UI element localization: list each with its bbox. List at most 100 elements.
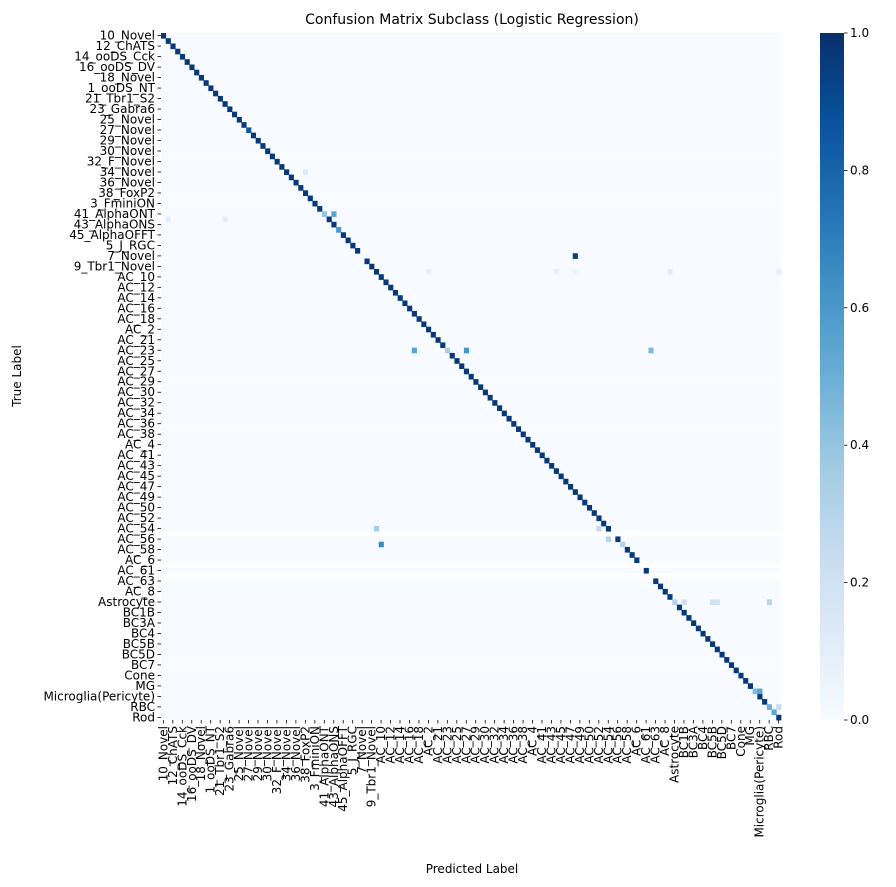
heatmap-row-background: [161, 305, 781, 312]
x-tick-label: AC_43: [544, 726, 558, 764]
heatmap-cell: [217, 95, 223, 102]
y-tick-label: AC_30: [117, 385, 155, 399]
heatmap-row-background: [161, 316, 781, 322]
heatmap-cell: [402, 300, 408, 307]
heatmap-cell: [563, 478, 569, 485]
heatmap-cell: [634, 557, 640, 564]
heatmap-cell: [407, 305, 413, 312]
x-tick-labels: 10_Novel12_ChATS14_ooDS_Cck16_ooDS_DV18_…: [156, 720, 786, 838]
heatmap-row-background: [161, 415, 781, 422]
y-tick-label: BC1B: [123, 605, 155, 619]
heatmap-row-background: [161, 59, 781, 65]
heatmap-row-background: [161, 310, 781, 317]
y-tick-label: Astrocyte: [98, 595, 155, 609]
heatmap-row-background: [161, 237, 781, 244]
heatmap-row-background: [161, 342, 781, 348]
y-tick-label: AC_38: [117, 427, 155, 441]
heatmap-row-background: [161, 604, 781, 611]
heatmap-cell: [165, 216, 171, 223]
x-tick-label: 16_ooDS_DV: [185, 725, 199, 802]
heatmap-cell: [605, 525, 612, 532]
heatmap-row-background: [161, 693, 781, 700]
heatmap-row-background: [161, 714, 781, 721]
heatmap-row-background: [161, 53, 781, 60]
heatmap-row-background: [161, 468, 781, 474]
x-tick-label: BC5D: [715, 726, 729, 759]
heatmap-cell: [738, 672, 744, 679]
y-tick-label: BC3A: [123, 616, 156, 630]
heatmap-row-background: [161, 578, 781, 584]
heatmap-row-background: [161, 164, 781, 170]
heatmap-row-background: [161, 541, 781, 548]
heatmap-cell: [667, 268, 673, 275]
heatmap-cell: [757, 693, 763, 700]
heatmap-cell: [766, 599, 772, 606]
heatmap-cell: [624, 546, 630, 553]
y-tick-label: AC_45: [117, 469, 155, 483]
heatmap-row-background: [161, 106, 781, 112]
heatmap-row-background: [161, 185, 781, 191]
heatmap-row-background: [161, 615, 781, 621]
x-tick-label: 1_ooDS_NT: [204, 725, 218, 793]
heatmap-cell: [430, 331, 436, 338]
colorbar-tick-label: 0.2: [850, 576, 869, 590]
heatmap-row-background: [161, 473, 781, 480]
heatmap-cell: [231, 111, 238, 118]
x-tick-label: 10_Novel: [156, 726, 170, 781]
heatmap-cell: [691, 620, 697, 626]
x-tick-label: AC_23: [440, 726, 454, 764]
y-tick-label: 38_FoxP2: [98, 186, 155, 200]
heatmap-cell: [728, 662, 735, 668]
heatmap-cell: [662, 588, 668, 595]
heatmap-cell: [421, 321, 427, 328]
heatmap-row-background: [161, 143, 781, 149]
heatmap-row-background: [161, 442, 781, 448]
heatmap-cell: [577, 494, 583, 501]
heatmap-cell: [776, 714, 782, 721]
x-tick-label: 21_Tbr1_S2: [213, 726, 227, 796]
heatmap-cell: [340, 232, 346, 238]
heatmap-cell: [596, 515, 602, 522]
heatmap-cell: [733, 667, 739, 674]
y-tick-label: 1_ooDS_NT: [88, 81, 156, 95]
heatmap-cell: [463, 347, 470, 354]
heatmap-row-background: [161, 38, 781, 44]
heatmap-row-background: [161, 33, 781, 39]
heatmap-row-background: [161, 284, 781, 291]
x-tick-label: 34_Novel: [279, 726, 293, 781]
heatmap-cell: [648, 347, 654, 354]
heatmap-cell: [350, 242, 356, 249]
heatmap-cell: [615, 536, 621, 543]
heatmap-row-background: [161, 368, 781, 375]
colorbar-tick-label: 0.6: [850, 301, 869, 315]
heatmap-cell: [378, 274, 384, 280]
heatmap-cell: [586, 504, 593, 511]
x-axis-label: Predicted Label: [426, 862, 519, 876]
heatmap-row-background: [161, 646, 781, 653]
y-tick-label: BC7: [131, 658, 155, 672]
x-tick-label: 43_AlphaONS: [327, 726, 341, 807]
y-tick-label: AC_29: [117, 375, 155, 389]
heatmap-row-background: [161, 536, 781, 542]
x-tick-label: AC_16: [402, 726, 416, 764]
heatmap-cell: [383, 279, 389, 286]
x-tick-label: 29_Novel: [251, 726, 265, 781]
heatmap-row-background: [161, 400, 781, 406]
heatmap-row-background: [161, 289, 781, 296]
heatmap-row-background: [161, 122, 781, 128]
heatmap-cell: [596, 525, 602, 532]
heatmap-row-background: [161, 101, 781, 107]
x-tick-label: 23_Gabra6: [223, 726, 237, 791]
heatmap-row-background: [161, 64, 781, 71]
y-tick-label: MG: [135, 679, 155, 693]
y-tick-label: BC4: [131, 626, 155, 640]
heatmap-cell: [478, 384, 484, 391]
y-tick-label: AC_10: [117, 270, 155, 284]
heatmap-cell: [776, 268, 782, 275]
y-tick-label: AC_54: [117, 522, 155, 536]
x-tick-label: BC4: [696, 726, 710, 750]
heatmap-cell: [572, 489, 578, 495]
x-tick-label: 3_FminiON: [308, 726, 322, 791]
heatmap-cell: [411, 347, 417, 354]
